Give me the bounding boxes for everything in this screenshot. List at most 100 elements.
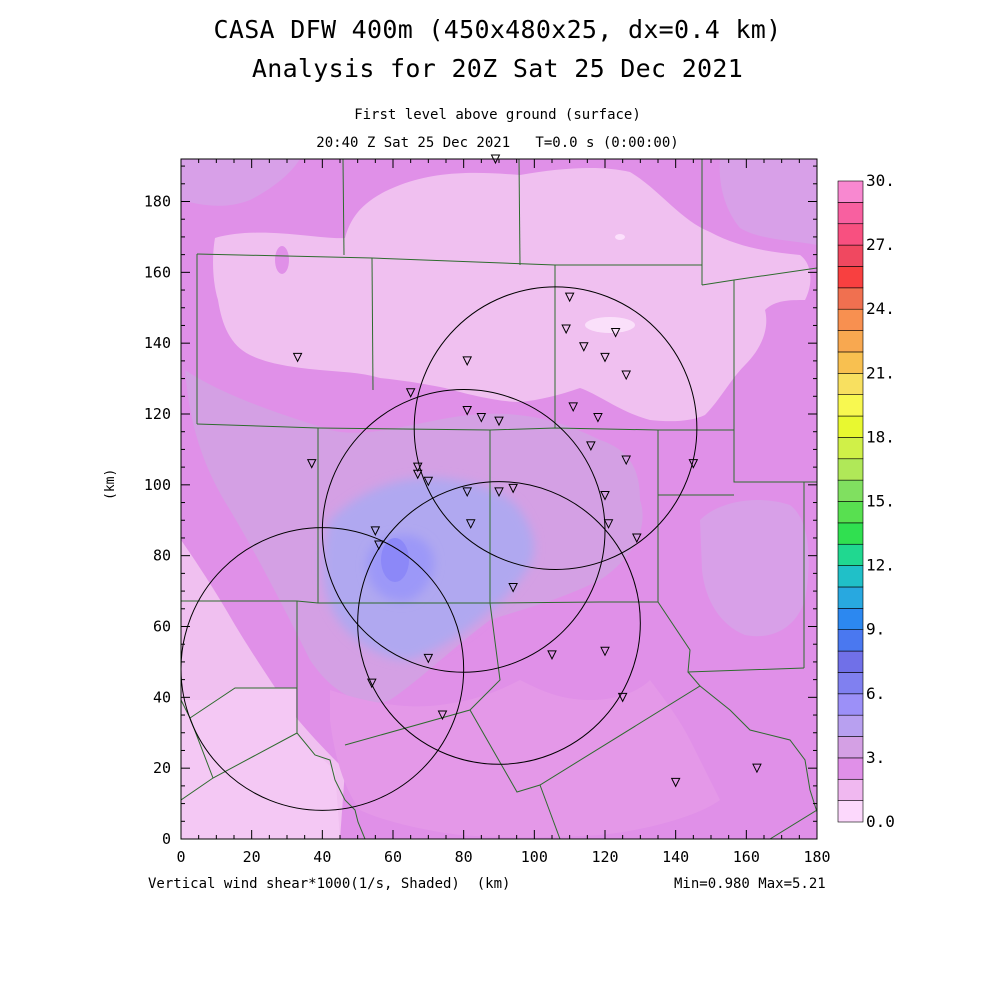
station-marker-21 [462, 487, 473, 498]
station-marker-6 [621, 370, 632, 381]
x-tick-label: 120 [591, 848, 618, 866]
station-marker-24 [600, 490, 610, 501]
colorbar-swatch [837, 608, 864, 630]
station-marker-11 [494, 416, 504, 427]
colorbar-swatch [837, 287, 864, 310]
x-tick-label: 0 [176, 848, 185, 866]
colorbar-swatch [837, 223, 864, 246]
map-subtitle: Analysis for 20Z Sat 25 Dec 2021 [251, 54, 744, 83]
station-marker-16 [688, 459, 699, 469]
station-marker-19 [412, 469, 423, 480]
y-tick-label: 40 [153, 688, 171, 706]
station-marker-14 [586, 441, 596, 451]
colorbar-swatch [837, 202, 864, 225]
colorbar-label: 18. [866, 427, 895, 446]
level-label: First level above ground (surface) [354, 107, 641, 123]
station-marker-3 [578, 342, 589, 352]
station-marker-10 [476, 413, 487, 423]
x-tick-label: 180 [803, 848, 830, 866]
station-marker-32 [547, 650, 557, 660]
station-marker-35 [366, 678, 377, 689]
colorbar-swatch [837, 522, 864, 545]
colorbar-swatch [837, 479, 864, 502]
time-label: 20:40 Z Sat 25 Dec 2021 T=0.0 s (0:00:00… [316, 135, 679, 151]
station-marker-22 [494, 487, 504, 498]
y-tick-label: 100 [144, 476, 171, 494]
station-marker-8 [462, 356, 473, 366]
station-marker-4 [600, 352, 610, 363]
colorbar: 0.0 3. 6. 9. 12. 15. 18. 21. 24. 27. 30. [837, 171, 895, 831]
variable-label: Vertical wind shear*1000(1/s, Shaded) (k… [148, 876, 511, 892]
colorbar-swatch [837, 394, 864, 417]
colorbar-swatch [837, 372, 864, 395]
colorbar-label: 0.0 [866, 812, 895, 831]
wind-shear-field [181, 159, 817, 839]
colorbar-swatch [837, 778, 864, 801]
station-marker-31 [423, 653, 434, 664]
station-marker-5 [610, 328, 621, 338]
y-tick-label: 180 [144, 193, 171, 211]
colorbar-swatch [837, 672, 864, 695]
colorbar-swatch [837, 543, 864, 566]
y-tick-label: 20 [153, 759, 171, 777]
y-tick-label: 140 [144, 334, 171, 352]
map-title: CASA DFW 400m (450x480x25, dx=0.4 km) [213, 15, 782, 44]
colorbar-swatch [837, 415, 864, 438]
station-marker-37 [670, 777, 681, 788]
colorbar-label: 21. [866, 363, 895, 382]
y-tick-label: 0 [162, 830, 171, 848]
station-marker-29 [374, 540, 384, 551]
station-marker-30 [508, 583, 518, 593]
station-marker-36 [437, 710, 448, 721]
colorbar-swatch [837, 693, 864, 716]
station-marker-18 [412, 462, 423, 473]
station-marker-17 [306, 459, 317, 469]
x-tick-label: 100 [521, 848, 548, 866]
colorbar-swatch [837, 266, 864, 289]
x-tick-label: 40 [313, 848, 331, 866]
colorbar-label: 24. [866, 299, 895, 318]
colorbar-label: 15. [866, 492, 895, 511]
x-tick-label: 140 [662, 848, 689, 866]
colorbar-swatch [837, 650, 864, 673]
colorbar-label: 12. [866, 556, 895, 575]
station-marker-23 [508, 483, 518, 494]
colorbar-swatch [837, 308, 864, 331]
colorbar-swatch [837, 586, 864, 609]
colorbar-label: 27. [866, 235, 895, 254]
station-marker-27 [465, 519, 476, 529]
station-marker-28 [370, 526, 381, 536]
y-tick-label: 60 [153, 618, 171, 636]
station-marker-9 [462, 405, 473, 416]
colorbar-swatch [837, 714, 864, 737]
radar-circle-3 [357, 481, 641, 765]
plot-axes: 0 20 40 60 80 100 120 140 160 180 0 20 40 60 80 100 120 1… [144, 158, 831, 866]
colorbar-label: 9. [866, 620, 885, 639]
x-tick-label: 60 [384, 848, 402, 866]
station-marker-20 [423, 476, 434, 487]
colorbar-label: 30. [866, 171, 895, 190]
colorbar-swatch [837, 501, 864, 524]
radar-circle-1 [321, 389, 606, 673]
x-tick-label: 20 [243, 848, 261, 866]
min-max-label: Min=0.980 Max=5.21 [674, 876, 826, 892]
colorbar-swatch [837, 244, 864, 267]
station-marker-0 [292, 352, 303, 363]
colorbar-swatch [837, 757, 864, 780]
colorbar-swatch [837, 629, 864, 652]
colorbar-label: 3. [866, 748, 885, 767]
y-tick-label: 160 [144, 263, 171, 281]
station-marker-25 [603, 519, 614, 529]
station-marker-12 [568, 402, 579, 413]
colorbar-swatch [837, 180, 864, 203]
station-marker-34 [617, 692, 628, 703]
station-marker-15 [621, 455, 632, 466]
station-marker-33 [600, 646, 610, 657]
colorbar-swatch [837, 330, 864, 353]
station-marker-2 [561, 324, 571, 335]
y-tick-label: 80 [153, 547, 171, 565]
radar-circle-2 [413, 286, 698, 570]
station-markers [292, 154, 762, 788]
station-marker-1 [564, 292, 575, 303]
